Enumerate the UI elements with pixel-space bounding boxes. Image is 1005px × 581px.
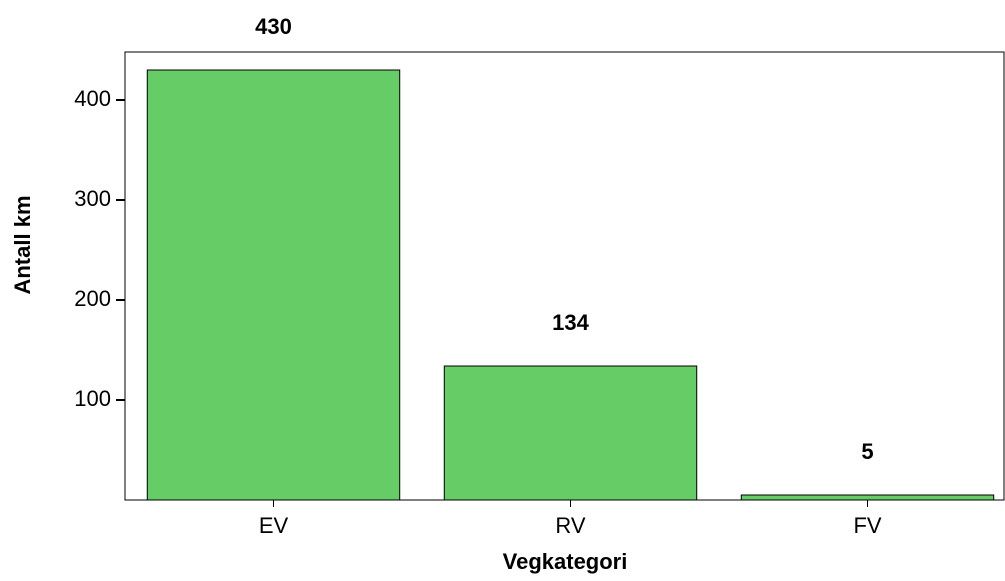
x-tick-label: FV: [853, 513, 881, 538]
data-label: 430: [255, 14, 292, 39]
x-axis-title: Vegkategori: [503, 549, 628, 574]
y-tick-label: 200: [74, 286, 111, 311]
y-tick-label: 400: [74, 86, 111, 111]
data-label: 5: [861, 439, 873, 464]
y-tick-label: 300: [74, 186, 111, 211]
bar: [443, 365, 698, 501]
bar: [740, 494, 995, 501]
x-tick-label: RV: [555, 513, 585, 538]
y-tick-label: 100: [74, 386, 111, 411]
y-axis-title: Antall km: [10, 195, 35, 294]
data-label: 134: [552, 310, 589, 335]
bar: [146, 69, 401, 501]
x-tick-label: EV: [259, 513, 289, 538]
